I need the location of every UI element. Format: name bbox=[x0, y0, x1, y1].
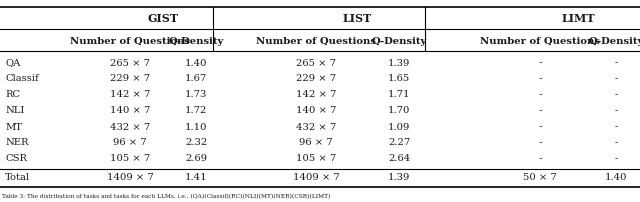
Text: 105 × 7: 105 × 7 bbox=[296, 154, 336, 163]
Text: -: - bbox=[538, 58, 541, 67]
Text: 1.65: 1.65 bbox=[388, 74, 410, 83]
Text: 2.27: 2.27 bbox=[388, 138, 410, 147]
Text: 140 × 7: 140 × 7 bbox=[296, 106, 336, 115]
Text: -: - bbox=[538, 138, 541, 147]
Text: 1409 × 7: 1409 × 7 bbox=[292, 173, 339, 182]
Text: 2.32: 2.32 bbox=[185, 138, 207, 147]
Text: 265 × 7: 265 × 7 bbox=[110, 58, 150, 67]
Text: 2.64: 2.64 bbox=[388, 154, 410, 163]
Text: 1.41: 1.41 bbox=[185, 173, 207, 182]
Text: -: - bbox=[614, 74, 618, 83]
Text: 1.67: 1.67 bbox=[185, 74, 207, 83]
Text: -: - bbox=[538, 122, 541, 131]
Text: 1.40: 1.40 bbox=[185, 58, 207, 67]
Text: Classif: Classif bbox=[5, 74, 39, 83]
Text: QA: QA bbox=[5, 58, 20, 67]
Text: -: - bbox=[614, 138, 618, 147]
Text: 1409 × 7: 1409 × 7 bbox=[107, 173, 154, 182]
Text: 265 × 7: 265 × 7 bbox=[296, 58, 336, 67]
Text: -: - bbox=[614, 58, 618, 67]
Text: -: - bbox=[614, 90, 618, 99]
Text: 140 × 7: 140 × 7 bbox=[110, 106, 150, 115]
Text: Q-Density: Q-Density bbox=[168, 36, 223, 45]
Text: -: - bbox=[614, 106, 618, 115]
Text: 2.69: 2.69 bbox=[185, 154, 207, 163]
Text: 1.39: 1.39 bbox=[388, 173, 410, 182]
Text: 1.71: 1.71 bbox=[388, 90, 410, 99]
Text: CSR: CSR bbox=[5, 154, 27, 163]
Text: -: - bbox=[614, 154, 618, 163]
Text: -: - bbox=[538, 106, 541, 115]
Text: 1.70: 1.70 bbox=[388, 106, 410, 115]
Text: Number of Questions: Number of Questions bbox=[70, 36, 190, 45]
Text: Q-Density: Q-Density bbox=[588, 36, 640, 45]
Text: 1.10: 1.10 bbox=[185, 122, 207, 131]
Text: -: - bbox=[538, 154, 541, 163]
Text: -: - bbox=[538, 74, 541, 83]
Text: 142 × 7: 142 × 7 bbox=[110, 90, 150, 99]
Text: NLI: NLI bbox=[5, 106, 24, 115]
Text: 1.73: 1.73 bbox=[185, 90, 207, 99]
Text: 1.72: 1.72 bbox=[185, 106, 207, 115]
Text: 142 × 7: 142 × 7 bbox=[296, 90, 336, 99]
Text: LIST: LIST bbox=[343, 14, 372, 24]
Text: LIMT: LIMT bbox=[561, 14, 595, 24]
Text: RC: RC bbox=[5, 90, 20, 99]
Text: Number of Questions: Number of Questions bbox=[256, 36, 376, 45]
Text: -: - bbox=[614, 122, 618, 131]
Text: NER: NER bbox=[5, 138, 29, 147]
Text: Q-Density: Q-Density bbox=[371, 36, 427, 45]
Text: MT: MT bbox=[5, 122, 22, 131]
Text: 96 × 7: 96 × 7 bbox=[113, 138, 147, 147]
Text: 50 × 7: 50 × 7 bbox=[523, 173, 557, 182]
Text: 229 × 7: 229 × 7 bbox=[110, 74, 150, 83]
Text: 229 × 7: 229 × 7 bbox=[296, 74, 336, 83]
Text: 105 × 7: 105 × 7 bbox=[110, 154, 150, 163]
Text: 432 × 7: 432 × 7 bbox=[296, 122, 336, 131]
Text: 96 × 7: 96 × 7 bbox=[299, 138, 333, 147]
Text: Table 3: The distribution of tasks and tasks for each LLMs, i.e., (QA)(Classif)(: Table 3: The distribution of tasks and t… bbox=[2, 194, 330, 199]
Text: 1.09: 1.09 bbox=[388, 122, 410, 131]
Text: 1.40: 1.40 bbox=[605, 173, 627, 182]
Text: Number of Questions: Number of Questions bbox=[480, 36, 600, 45]
Text: -: - bbox=[538, 90, 541, 99]
Text: Total: Total bbox=[5, 173, 30, 182]
Text: GIST: GIST bbox=[147, 14, 179, 24]
Text: 432 × 7: 432 × 7 bbox=[110, 122, 150, 131]
Text: 1.39: 1.39 bbox=[388, 58, 410, 67]
